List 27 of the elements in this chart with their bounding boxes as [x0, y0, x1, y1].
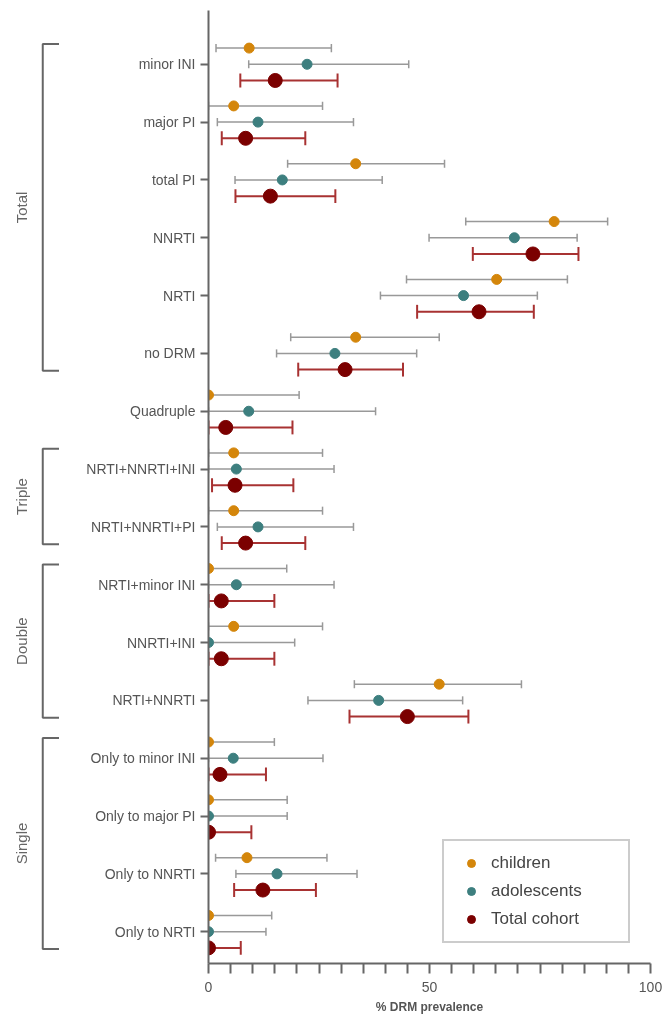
- x-tick-label: 100: [638, 978, 663, 995]
- x-tick-label: 50: [421, 978, 438, 995]
- legend-label: Total cohort: [491, 909, 580, 929]
- y-tick-label: major PI: [143, 114, 196, 131]
- y-tick-label: total PI: [151, 171, 196, 188]
- legend-label: children: [491, 853, 552, 873]
- y-tick-label: NNRTI+INI: [126, 634, 196, 651]
- y-tick-label: no DRM: [144, 345, 196, 362]
- y-tick-label: NRTI+minor INI: [98, 576, 196, 593]
- y-tick-label: Quadruple: [130, 403, 196, 420]
- y-tick-label: Only to NNRTI: [104, 865, 196, 882]
- y-tick-label: NRTI: [163, 287, 196, 304]
- text: Single: [12, 822, 30, 865]
- y-tick-label: NRTI+NNRTI: [112, 692, 196, 709]
- text: Total: [12, 191, 30, 224]
- text: Triple: [12, 478, 30, 516]
- legend-label: adolescents: [491, 881, 583, 901]
- y-tick-label: NRTI+NNRTI+PI: [90, 518, 196, 535]
- y-tick-label: minor INI: [138, 56, 196, 73]
- y-tick-label: Only to NRTI: [114, 923, 196, 940]
- x-axis-title: % DRM prevalence: [375, 999, 484, 1014]
- y-tick-label: Only to major PI: [95, 808, 196, 825]
- y-tick-label: NNRTI: [152, 229, 196, 246]
- text: Double: [12, 617, 30, 665]
- x-tick-label: 0: [204, 978, 213, 995]
- y-tick-label: NRTI+NNRTI+INI: [86, 461, 196, 478]
- y-tick-label: Only to minor INI: [90, 750, 196, 767]
